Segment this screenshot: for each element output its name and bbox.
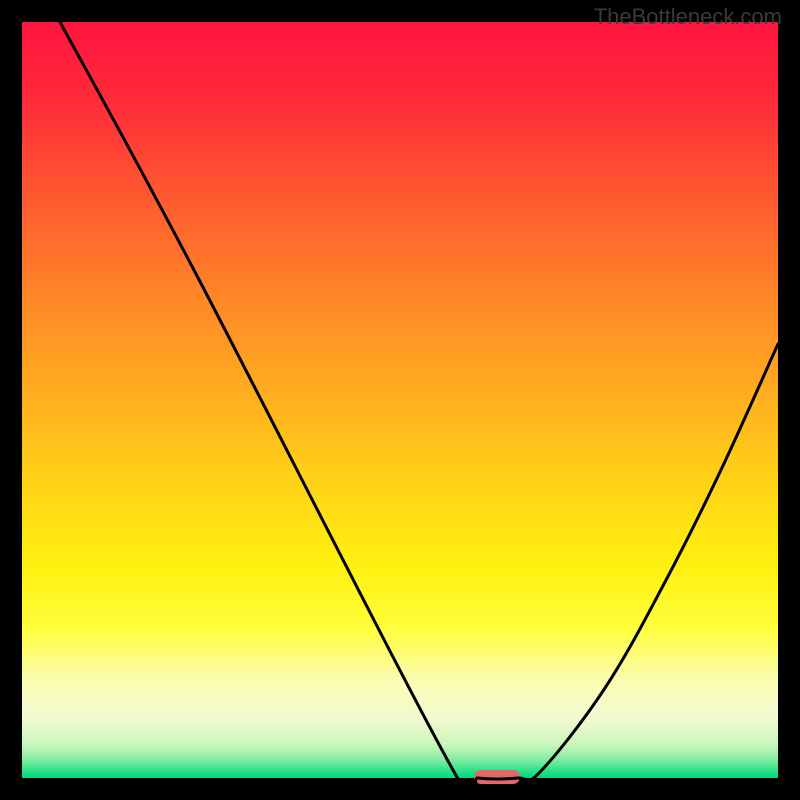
chart-gradient-bg bbox=[22, 22, 778, 778]
watermark-text: TheBottleneck.com bbox=[594, 4, 782, 30]
chart-container: TheBottleneck.com bbox=[0, 0, 800, 800]
bottleneck-chart bbox=[0, 0, 800, 800]
